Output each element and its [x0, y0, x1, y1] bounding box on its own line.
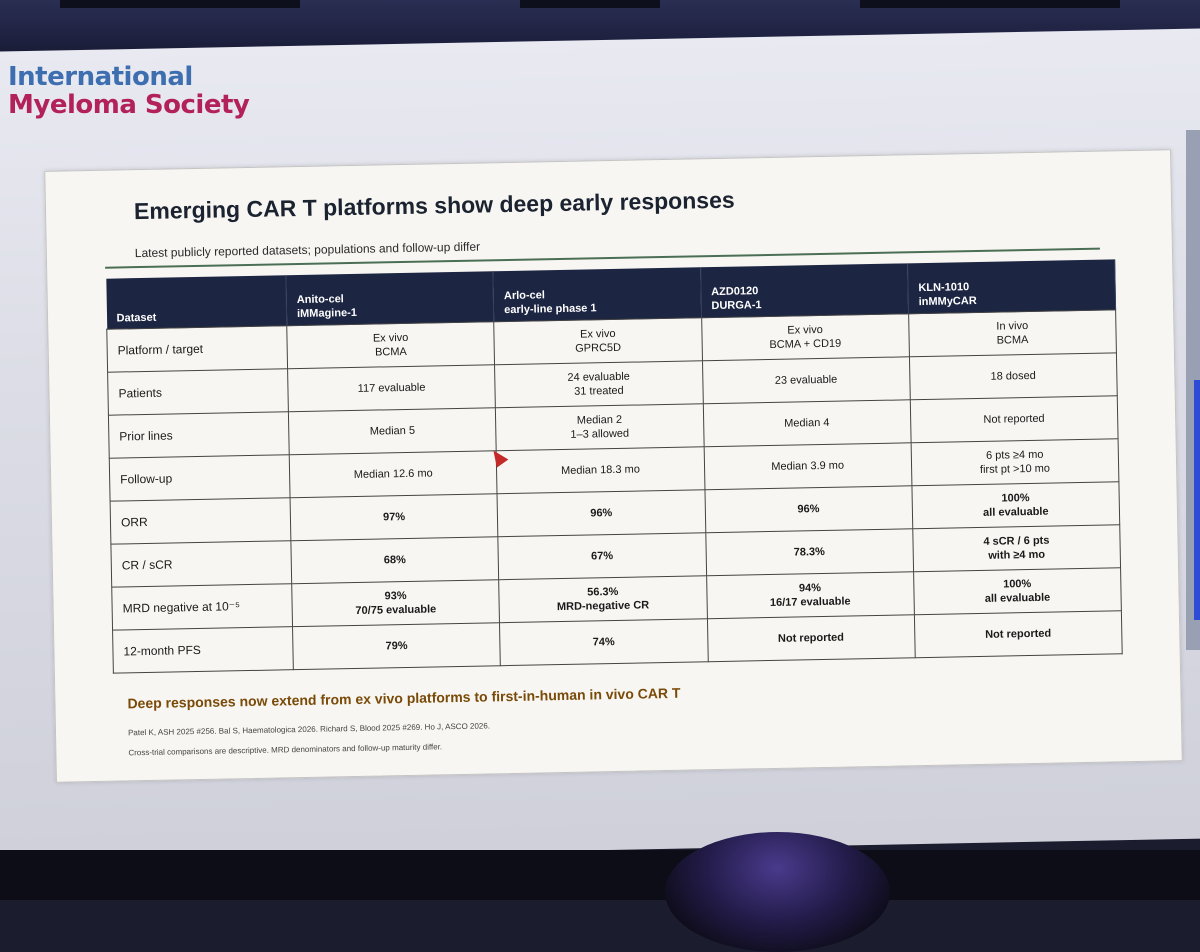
- footnote-text: Cross-trial comparisons are descriptive.…: [128, 742, 443, 758]
- slide-subtitle: Latest publicly reported datasets; popul…: [134, 239, 481, 261]
- logo-line-1: International: [8, 62, 193, 92]
- table-cell: 96%: [497, 489, 706, 537]
- table-cell: Median 4: [702, 399, 911, 447]
- table-cell: Ex vivo BCMA + CD19: [701, 313, 910, 361]
- table-cell: 117 evaluable: [287, 364, 496, 412]
- table-cell: 78.3%: [705, 528, 914, 576]
- table-cell: 68%: [290, 536, 499, 584]
- comparison-table: Dataset Anito-cel iMMagine-1 Arlo-cel ea…: [105, 259, 1123, 674]
- row-label: 12-month PFS: [112, 626, 294, 674]
- table-cell: Median 5: [288, 407, 497, 455]
- table-cell: Median 3.9 mo: [703, 442, 912, 490]
- table-cell: Ex vivo BCMA: [286, 321, 495, 369]
- table-cell: 96%: [704, 485, 913, 533]
- table-cell: Median 18.3 mo: [496, 446, 705, 494]
- table-cell: Not reported: [910, 395, 1119, 443]
- takeaway-text: Deep responses now extend from ex vivo p…: [127, 684, 681, 712]
- table-cell: 23 evaluable: [701, 356, 911, 404]
- table-cell: 6 pts ≥4 mo first pt >10 mo: [910, 438, 1119, 486]
- references-text: Patel K, ASH 2025 #256. Bal S, Haematolo…: [127, 721, 491, 738]
- table-cell: 93% 70/75 evaluable: [291, 579, 500, 627]
- ceiling-rig: [520, 0, 660, 8]
- header-anito-cel: Anito-cel iMMagine-1: [285, 271, 494, 326]
- table-cell: Not reported: [914, 610, 1123, 658]
- table-cell: 4 sCR / 6 pts with ≥4 mo: [912, 524, 1121, 572]
- ceiling-rig: [860, 0, 1120, 8]
- table-cell: 56.3% MRD-negative CR: [498, 575, 707, 623]
- audience-head: [665, 832, 890, 952]
- header-azd0120: AZD0120 DURGA-1: [700, 263, 909, 318]
- logo-line-2: Myeloma Society: [8, 90, 250, 120]
- table-cell: Median 12.6 mo: [289, 450, 498, 498]
- row-label: ORR: [110, 497, 291, 545]
- table-cell: 100% all evaluable: [911, 481, 1120, 529]
- table-cell: 97%: [290, 493, 499, 541]
- table-cell: Not reported: [706, 614, 915, 662]
- table-cell: 24 evaluable 31 treated: [494, 360, 703, 408]
- table-cell: In vivo BCMA: [908, 309, 1117, 357]
- row-label: Platform / target: [106, 325, 288, 373]
- audience-floor: [0, 850, 1200, 900]
- table-cell: 94% 16/17 evaluable: [706, 571, 915, 619]
- table-cell: Median 2 1–3 allowed: [495, 403, 704, 451]
- row-label: Follow-up: [109, 454, 291, 502]
- stage-light: [1194, 380, 1200, 620]
- org-logo: International Myeloma Society: [8, 62, 250, 120]
- table-cell: 18 dosed: [909, 352, 1118, 400]
- table-cell: 67%: [498, 532, 707, 580]
- ceiling-rig: [60, 0, 300, 8]
- header-kln-1010: KLN-1010 inMMyCAR: [907, 259, 1116, 314]
- presentation-slide: Emerging CAR T platforms show deep early…: [44, 149, 1183, 783]
- header-arlo-cel: Arlo-cel early-line phase 1: [492, 267, 702, 322]
- row-label: CR / sCR: [110, 540, 292, 588]
- header-dataset: Dataset: [105, 275, 287, 330]
- table-cell: 74%: [499, 618, 708, 666]
- row-label: Prior lines: [108, 411, 290, 459]
- table-cell: 79%: [292, 622, 501, 670]
- table-cell: Ex vivo GPRC5D: [493, 317, 702, 365]
- row-label: MRD negative at 10⁻⁵: [111, 583, 293, 631]
- slide-title: Emerging CAR T platforms show deep early…: [133, 186, 735, 225]
- table-cell: 100% all evaluable: [913, 567, 1122, 615]
- row-label: Patients: [107, 368, 289, 416]
